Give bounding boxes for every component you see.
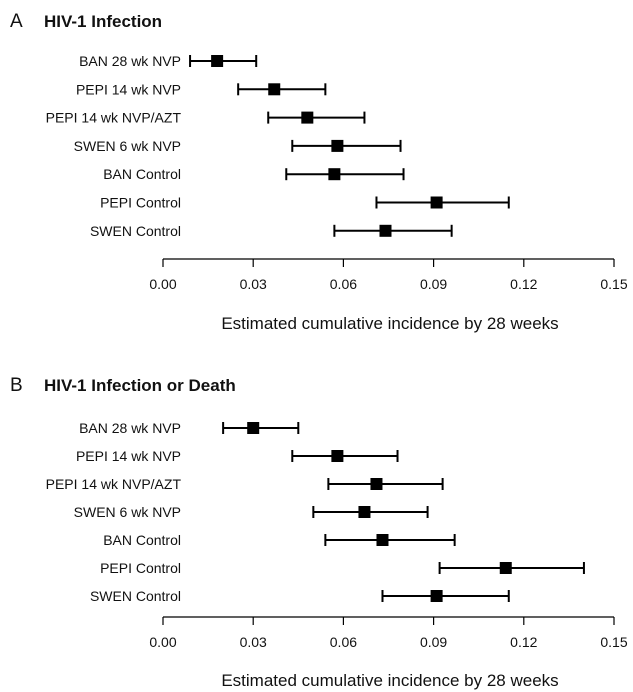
panel-a-rows: BAN 28 wk NVP PEPI 14 wk NVP PEPI 14 wk NV… bbox=[46, 53, 510, 239]
panel-a-row: SWEN 6 wk NVP bbox=[74, 138, 402, 154]
panel-a-row: PEPI 14 wk NVP bbox=[76, 81, 327, 97]
panel-b: B HIV-1 Infection or Death BAN 28 wk NVP… bbox=[10, 375, 628, 690]
panel-a-x-tick-label: 0.15 bbox=[600, 276, 627, 292]
panel-b-x-tick-label: 0.15 bbox=[600, 634, 627, 650]
panel-b-x-tick-label: 0.00 bbox=[149, 634, 176, 650]
panel-b-row-label: PEPI Control bbox=[100, 560, 181, 576]
panel-b-x-tick-label: 0.09 bbox=[420, 634, 447, 650]
panel-b-point-estimate bbox=[376, 534, 389, 546]
panel-b-row: SWEN Control bbox=[90, 588, 510, 604]
panel-b-point-estimate bbox=[430, 590, 443, 602]
panel-a-point-estimate bbox=[211, 55, 224, 67]
panel-a-x-tick-label: 0.06 bbox=[330, 276, 357, 292]
panel-a: A HIV-1 Infection BAN 28 wk NVP PEPI 14 w… bbox=[10, 11, 628, 333]
panel-b-point-estimate bbox=[358, 506, 371, 518]
panel-b-x-axis: 0.00 0.03 0.06 0.09 0.12 0.15 bbox=[149, 616, 628, 650]
panel-b-rows: BAN 28 wk NVP PEPI 14 wk NVP PEPI 14 wk NV… bbox=[46, 420, 585, 604]
panel-a-point-estimate bbox=[379, 224, 392, 237]
panel-b-point-estimate bbox=[331, 450, 344, 462]
panel-b-x-axis-label: Estimated cumulative incidence by 28 wee… bbox=[221, 671, 558, 690]
panel-a-x-axis-label: Estimated cumulative incidence by 28 wee… bbox=[221, 314, 558, 333]
panel-b-row: SWEN 6 wk NVP bbox=[74, 504, 429, 520]
panel-a-row-label: PEPI Control bbox=[100, 195, 181, 211]
panel-a-row: BAN 28 wk NVP bbox=[79, 53, 258, 69]
panel-b-row: BAN Control bbox=[103, 532, 456, 548]
panel-b-row-label: SWEN Control bbox=[90, 588, 181, 604]
panel-b-row-label: PEPI 14 wk NVP/AZT bbox=[46, 476, 182, 492]
panel-a-x-axis: 0.00 0.03 0.06 0.09 0.12 0.15 bbox=[149, 258, 628, 292]
panel-b-row: BAN 28 wk NVP bbox=[79, 420, 300, 436]
panel-b-row-label: BAN Control bbox=[103, 532, 181, 548]
panel-b-row-label: SWEN 6 wk NVP bbox=[74, 504, 181, 520]
panel-b-row-label: BAN 28 wk NVP bbox=[79, 420, 181, 436]
panel-b-row: PEPI 14 wk NVP bbox=[76, 448, 399, 464]
panel-b-row: PEPI 14 wk NVP/AZT bbox=[46, 476, 444, 492]
panel-b-letter: B bbox=[10, 375, 23, 396]
panel-a-title: HIV-1 Infection bbox=[44, 12, 162, 31]
panel-a-x-tick-label: 0.12 bbox=[510, 276, 537, 292]
panel-a-point-estimate bbox=[331, 139, 344, 152]
panel-b-row: PEPI Control bbox=[100, 560, 585, 576]
panel-a-letter: A bbox=[10, 11, 23, 32]
panel-a-row-label: PEPI 14 wk NVP/AZT bbox=[46, 110, 182, 126]
panel-b-point-estimate bbox=[247, 422, 260, 434]
panel-a-x-tick-label: 0.09 bbox=[420, 276, 447, 292]
panel-a-row-label: BAN Control bbox=[103, 166, 181, 182]
panel-a-point-estimate bbox=[328, 168, 341, 181]
panel-a-point-estimate bbox=[430, 196, 443, 209]
panel-b-x-tick-label: 0.12 bbox=[510, 634, 537, 650]
panel-a-point-estimate bbox=[301, 111, 314, 124]
panel-b-x-tick-label: 0.03 bbox=[240, 634, 267, 650]
panel-a-row-label: SWEN 6 wk NVP bbox=[74, 138, 181, 154]
panel-b-point-estimate bbox=[499, 562, 512, 574]
panel-b-point-estimate bbox=[370, 478, 383, 490]
panel-b-row-label: PEPI 14 wk NVP bbox=[76, 448, 181, 464]
panel-a-row-label: SWEN Control bbox=[90, 223, 181, 239]
panel-a-row: SWEN Control bbox=[90, 223, 453, 239]
panel-a-x-tick-label: 0.03 bbox=[240, 276, 267, 292]
panel-a-row-label: PEPI 14 wk NVP bbox=[76, 81, 181, 97]
panel-a-point-estimate bbox=[268, 83, 281, 96]
panel-a-row: PEPI 14 wk NVP/AZT bbox=[46, 110, 366, 126]
panel-b-x-tick-label: 0.06 bbox=[330, 634, 357, 650]
panel-b-title: HIV-1 Infection or Death bbox=[44, 376, 236, 395]
panel-a-row: PEPI Control bbox=[100, 195, 510, 211]
panel-a-row-label: BAN 28 wk NVP bbox=[79, 53, 181, 69]
panel-a-x-tick-label: 0.00 bbox=[149, 276, 176, 292]
panel-a-row: BAN Control bbox=[103, 166, 405, 182]
